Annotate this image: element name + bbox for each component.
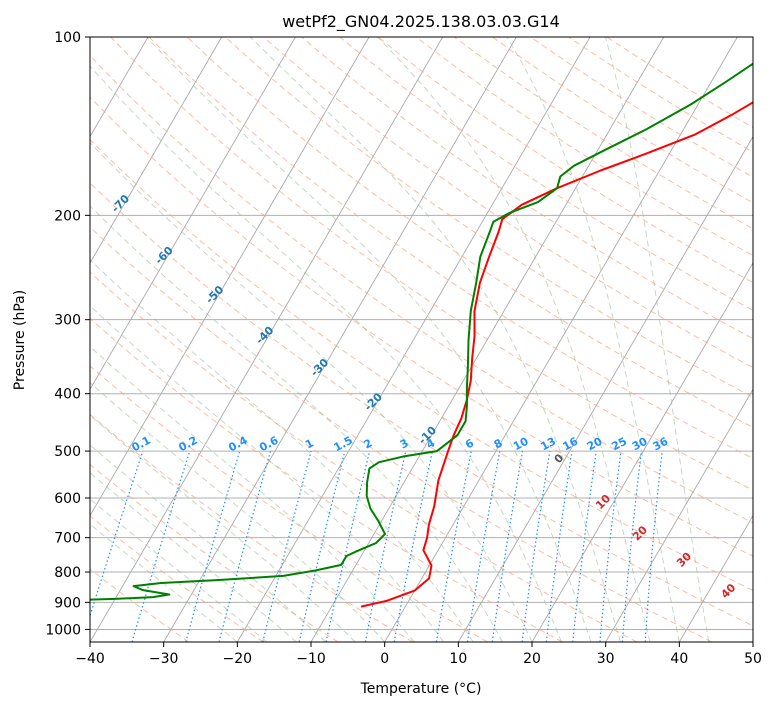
moist-adiabat-line [90,381,386,642]
moist-adiabat-line [377,37,651,642]
x-tick-label: 0 [380,651,389,667]
y-tick-label: 200 [54,208,81,224]
temperature-profile-line [360,101,753,608]
dry-adiabat-line [224,37,753,398]
dry-adiabat-line [90,138,753,592]
mixing-ratio-line [599,451,622,642]
dry-adiabat-line [186,37,753,429]
x-tick-label: −10 [296,651,326,667]
moist-adiabat-line [90,444,327,642]
mixing-ratio-label: 16 [561,435,581,454]
mixing-ratio-label: 30 [630,435,650,454]
plot-area: 0.10.20.40.611.52346810131620253036-100-… [90,37,753,642]
moist-adiabat-line [90,141,533,642]
isotherm-line [90,37,296,391]
moist-adiabat-line [249,37,621,642]
y-tick-label: 1000 [45,622,81,638]
x-tick-label: 10 [449,651,467,667]
isotherm-line [384,37,738,642]
moist-adiabat-line [90,472,297,642]
x-axis-title: Temperature (°C) [360,681,482,697]
mixing-ratio-line [466,450,501,642]
moist-adiabat-line [90,205,503,642]
mixing-ratio-line [90,450,144,618]
mixing-ratio-line [545,451,573,642]
dry-adiabat-line [90,54,753,524]
isotherm-line [90,37,370,517]
dry-adiabat-line [263,37,753,369]
x-tick-label: −40 [75,651,105,667]
dry-adiabat-line [568,37,753,153]
moist-adiabat-line [506,37,680,642]
dry-adiabat-line [110,37,753,491]
isotherm-line [678,514,753,642]
mixing-ratio-line [218,450,272,642]
mixing-ratio-line [262,450,312,642]
mixing-ratio-line [393,450,433,642]
mixing-ratio-label: 36 [651,435,671,454]
y-tick-label: 700 [54,531,81,547]
axes: −40 −30 −20 −10 0 10 20 30 40 50 100 200 300 400 500 60… [45,30,762,667]
x-tick-label: 20 [523,651,541,667]
dry-adiabat-line [492,37,753,204]
moist-adiabat-line [90,345,415,642]
moist-adiabat-line [146,37,592,642]
mixing-ratio-line [435,450,472,642]
mixing-ratio-line [364,450,407,642]
y-tick-label: 300 [54,313,81,329]
dry-adiabat-line [90,317,563,642]
dry-adiabat-line [90,515,264,642]
dry-adiabat-line [90,365,488,642]
moist-adiabat-line [90,414,356,642]
mixing-ratio-label: 20 [585,435,605,454]
mixing-ratio-label: 10 [511,434,531,453]
moist-adiabat-line [90,305,445,642]
moist-adiabat-line [605,37,710,642]
dry-adiabat-line [90,463,339,642]
x-tick-label: 30 [597,651,615,667]
isotherm-line [236,37,591,642]
moist-adiabat-line [90,65,562,642]
dewpoint-profile-line [90,62,753,601]
y-tick-label: 800 [54,565,81,581]
y-tick-label: 600 [54,491,81,507]
x-tick-label: 40 [670,651,688,667]
dry-adiabat-line [90,226,712,642]
mixing-ratio-label: 25 [609,435,629,454]
y-tick-label: 500 [54,444,81,460]
mixing-ratio-line [131,450,191,642]
isotherm-line [90,37,444,642]
chart-title: wetPf2_GN04.2025.138.03.03.G14 [282,12,560,32]
y-tick-label: 400 [54,387,81,403]
y-tick-label: 900 [54,595,81,611]
mixing-ratio-line [325,450,371,642]
mixing-ratio-line [521,451,551,642]
dry-adiabat-line [90,182,753,627]
y-axis-title: Pressure (hPa) [12,290,28,390]
isotherm-line [90,37,223,264]
mixing-ratio-label: 13 [538,435,558,454]
dry-adiabat-line [90,96,753,557]
mixing-ratio-line [491,451,524,642]
x-tick-label: −20 [223,651,253,667]
moist-adiabat-line [90,259,474,642]
plot-frame [89,36,754,643]
isotherm-line [605,388,753,642]
x-tick-label: −30 [149,651,179,667]
mixing-ratio-line [298,450,346,642]
dry-adiabat-line [453,37,753,230]
y-tick-label: 100 [54,30,81,46]
mixing-ratio-line [572,451,597,642]
mixing-ratio-line [185,450,241,642]
isotherm-line [163,37,517,642]
x-tick-label: 50 [744,651,762,667]
